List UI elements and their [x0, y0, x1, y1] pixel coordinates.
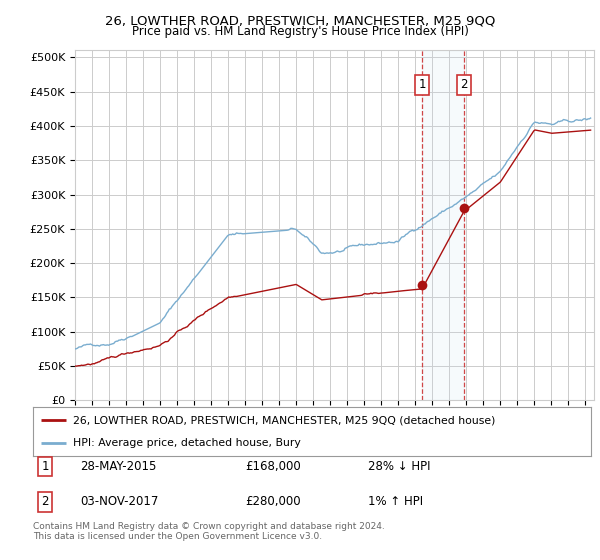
Text: 26, LOWTHER ROAD, PRESTWICH, MANCHESTER, M25 9QQ: 26, LOWTHER ROAD, PRESTWICH, MANCHESTER,…: [105, 14, 495, 27]
Text: 2: 2: [460, 78, 467, 91]
Text: 28-MAY-2015: 28-MAY-2015: [80, 460, 157, 473]
Text: 1: 1: [419, 78, 426, 91]
Text: 1: 1: [41, 460, 49, 473]
Text: 2: 2: [41, 496, 49, 508]
Text: £280,000: £280,000: [245, 496, 301, 508]
Text: Contains HM Land Registry data © Crown copyright and database right 2024.
This d: Contains HM Land Registry data © Crown c…: [33, 522, 385, 542]
Bar: [422, 50, 464, 400]
Text: HPI: Average price, detached house, Bury: HPI: Average price, detached house, Bury: [73, 438, 301, 448]
Text: 28% ↓ HPI: 28% ↓ HPI: [368, 460, 430, 473]
Text: £168,000: £168,000: [245, 460, 301, 473]
Text: 26, LOWTHER ROAD, PRESTWICH, MANCHESTER, M25 9QQ (detached house): 26, LOWTHER ROAD, PRESTWICH, MANCHESTER,…: [73, 416, 496, 426]
Text: Price paid vs. HM Land Registry's House Price Index (HPI): Price paid vs. HM Land Registry's House …: [131, 25, 469, 38]
Text: 03-NOV-2017: 03-NOV-2017: [80, 496, 159, 508]
Text: 1% ↑ HPI: 1% ↑ HPI: [368, 496, 423, 508]
